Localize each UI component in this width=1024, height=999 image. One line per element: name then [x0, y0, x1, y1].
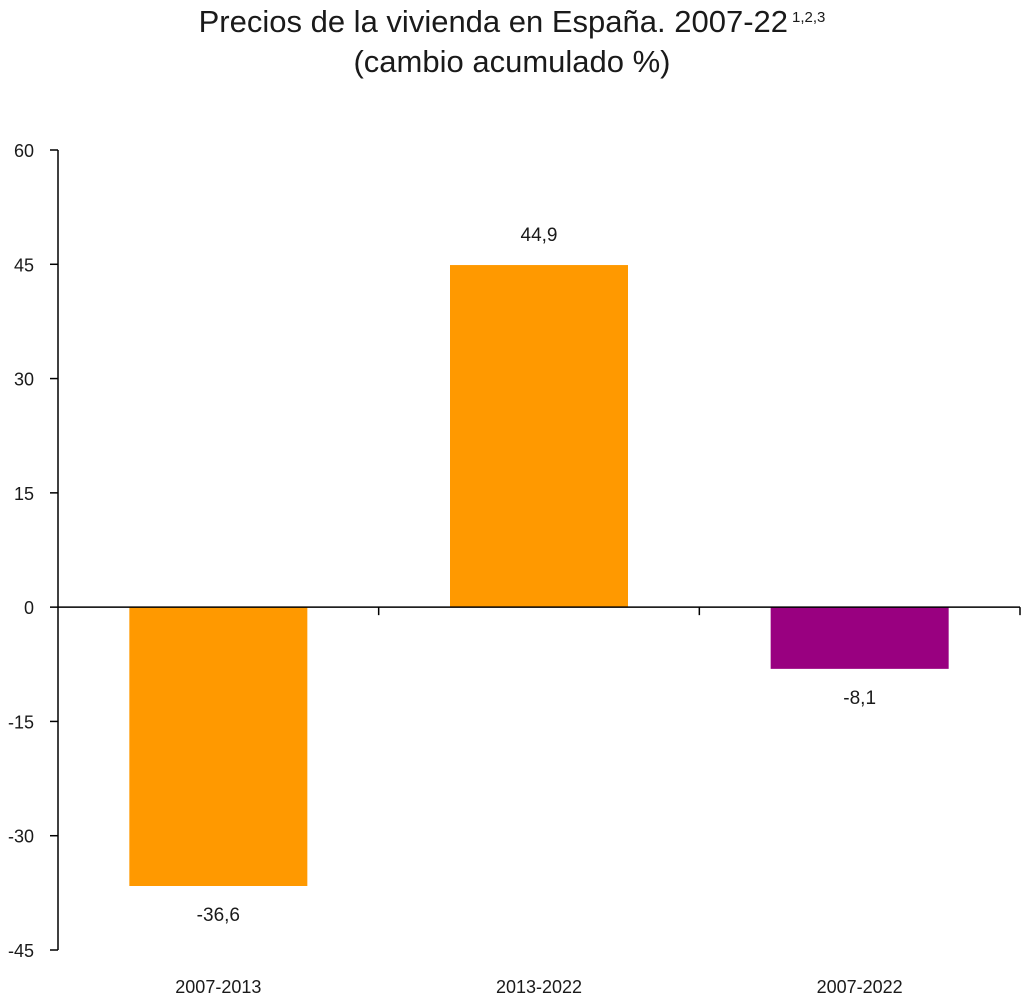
x-tick-label: 2007-2022	[817, 977, 903, 997]
title-text: Precios de la vivienda en España. 2007-2…	[198, 4, 789, 39]
y-tick-label: -45	[8, 941, 34, 961]
bar	[450, 265, 628, 608]
data-label: -8,1	[843, 688, 876, 709]
chart-title: Precios de la vivienda en España. 2007-2…	[0, 0, 1024, 82]
y-tick-label: 15	[14, 484, 34, 504]
y-tick-label: -15	[8, 712, 34, 732]
y-tick-label: 0	[24, 598, 34, 618]
subtitle-text: (cambio acumulado %)	[353, 44, 671, 79]
y-tick-label: 45	[14, 255, 34, 275]
title-line: Precios de la vivienda en España. 2007-2…	[0, 2, 1024, 42]
bars	[129, 265, 949, 886]
title-footnote-marks: 1,2,3	[792, 9, 826, 26]
y-tick-label: 60	[14, 141, 34, 161]
y-axis: 60 45 30 15 0 -15 -30 -45	[8, 141, 59, 961]
data-label: -36,6	[197, 905, 240, 926]
x-axis: 2007-2013 2013-2022 2007-2022	[58, 606, 1021, 997]
y-tick-label: 30	[14, 370, 34, 390]
data-labels: -36,6 44,9 -8,1	[197, 225, 876, 926]
data-label: 44,9	[521, 225, 558, 246]
y-tick-label: -30	[8, 827, 34, 847]
bar	[129, 607, 308, 886]
bar	[770, 607, 949, 669]
x-tick-label: 2007-2013	[175, 977, 261, 997]
x-tick-label: 2013-2022	[496, 977, 582, 997]
